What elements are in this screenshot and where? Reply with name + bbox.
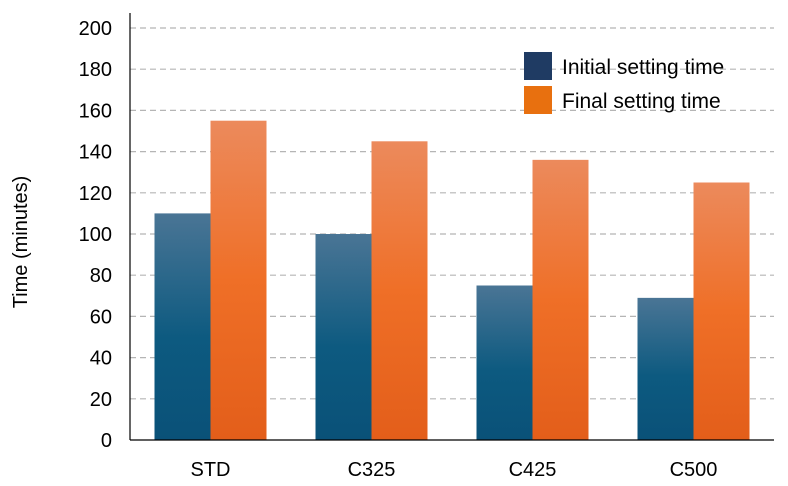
y-tick-label: 40 bbox=[90, 348, 112, 370]
y-tick-label: 200 bbox=[79, 18, 112, 40]
y-axis-label: Time (minutes) bbox=[10, 176, 32, 309]
y-tick-label: 80 bbox=[90, 265, 112, 287]
legend-label: Final setting time bbox=[562, 90, 721, 113]
bar-initial-c500 bbox=[637, 297, 694, 440]
y-tick-label: 20 bbox=[90, 389, 112, 411]
x-tick-label: STD bbox=[191, 459, 231, 481]
y-tick-label: 140 bbox=[79, 142, 112, 164]
bar-initial-c425 bbox=[476, 285, 533, 440]
y-tick-label: 100 bbox=[79, 224, 112, 246]
y-tick-label: 160 bbox=[79, 100, 112, 122]
y-tick-label: 180 bbox=[79, 59, 112, 81]
x-tick-label: C425 bbox=[509, 459, 557, 481]
bar-final-c325 bbox=[371, 141, 428, 441]
legend-label: Initial setting time bbox=[562, 56, 724, 79]
y-tick-label: 60 bbox=[90, 306, 112, 328]
bar-initial-c325 bbox=[315, 234, 372, 440]
legend-swatch-initial bbox=[524, 52, 552, 80]
x-tick-label: C325 bbox=[348, 459, 396, 481]
bar-initial-std bbox=[154, 213, 211, 440]
legend-swatch-final bbox=[524, 86, 552, 114]
x-tick-label: C500 bbox=[670, 459, 718, 481]
y-tick-label: 120 bbox=[79, 183, 112, 205]
bar-final-c500 bbox=[693, 182, 750, 440]
bar-final-std bbox=[210, 120, 267, 440]
bar-final-c425 bbox=[532, 159, 589, 440]
y-tick-label: 0 bbox=[101, 430, 112, 452]
